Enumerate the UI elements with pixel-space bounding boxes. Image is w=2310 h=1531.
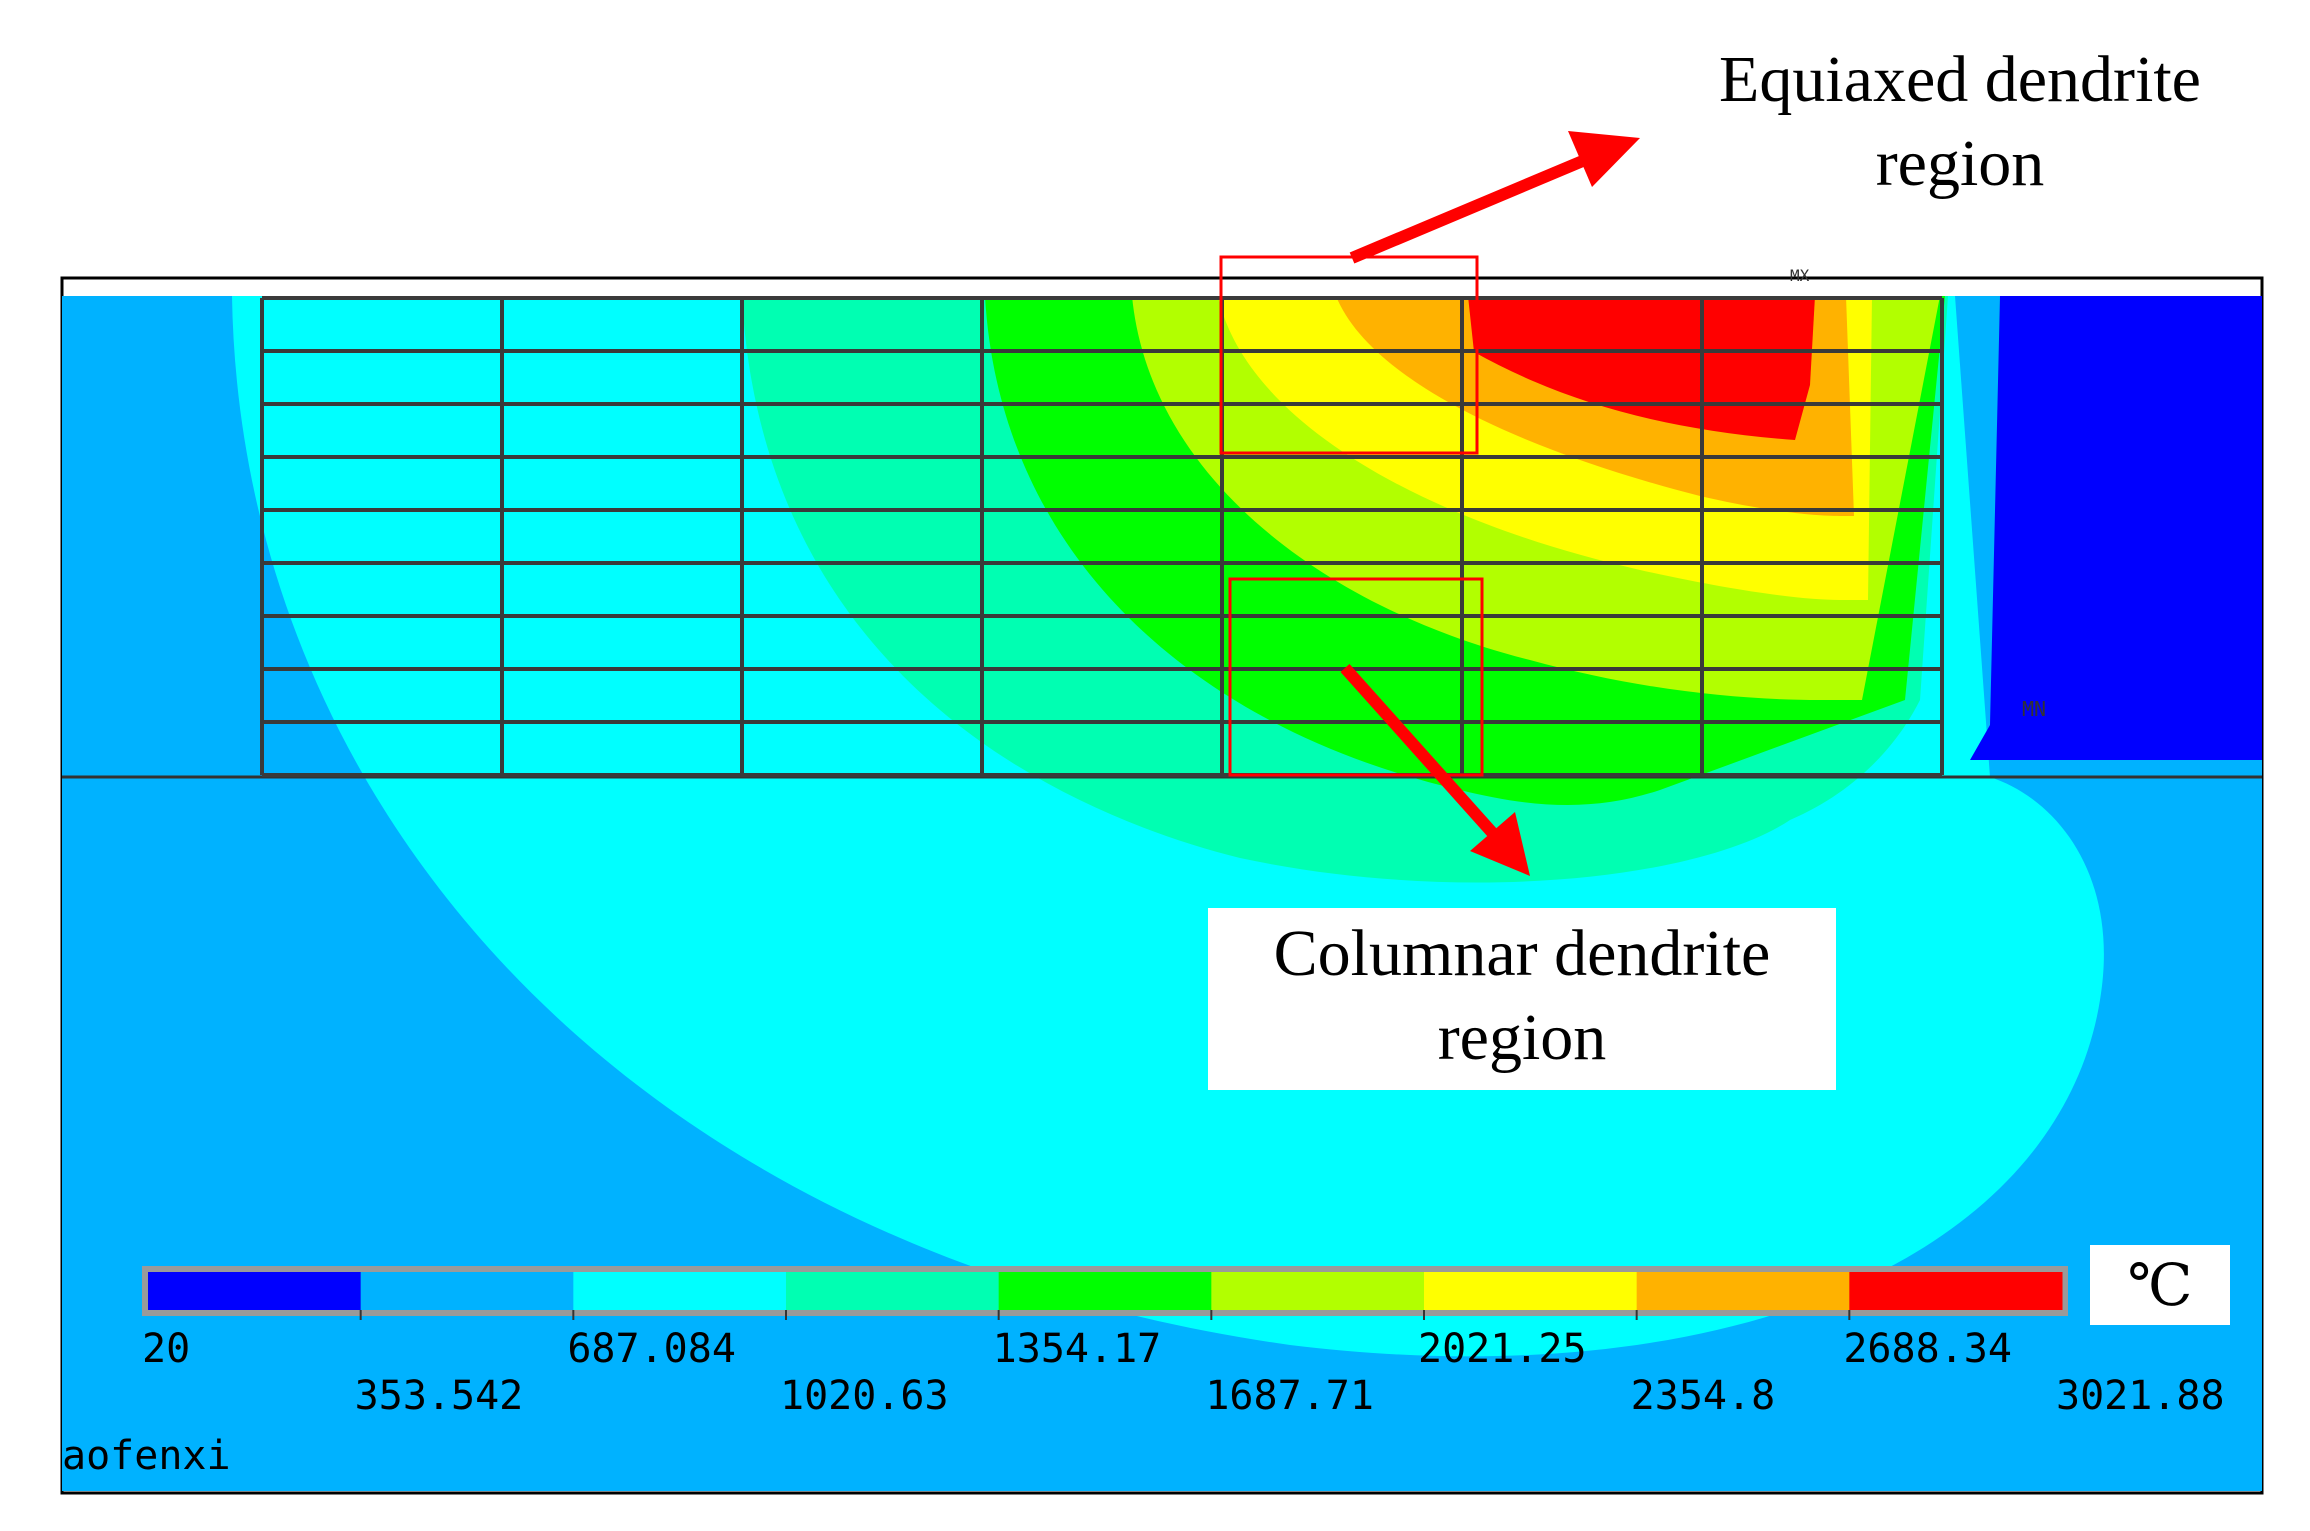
- colorbar-cell: [786, 1272, 1000, 1310]
- colorbar-tick-label: 2688.34: [1843, 1326, 2012, 1372]
- colorbar-tick-label: 1687.71: [1205, 1373, 1374, 1419]
- colorbar-tick-label: 2021.25: [1418, 1326, 1587, 1372]
- colorbar-cell: [998, 1272, 1212, 1310]
- colorbar-tick-label: 20: [142, 1326, 190, 1372]
- equiaxed-arrow: [1349, 131, 1640, 264]
- contour-band-20: [1970, 296, 2262, 760]
- colorbar-tick-label: 353.542: [355, 1373, 524, 1419]
- colorbar-tick-label: 3021.88: [2056, 1373, 2225, 1419]
- equiaxed-highlight-box: [1219, 255, 1479, 455]
- colorbar-cell: [1636, 1272, 1850, 1310]
- colorbar-cell: [360, 1272, 574, 1310]
- unit-label: ℃: [2090, 1245, 2230, 1325]
- columnar-region-label: Columnar dendrite region: [1208, 908, 1836, 1090]
- colorbar-tick-label: 2354.8: [1631, 1373, 1776, 1419]
- node-marker-mx: MX: [1790, 266, 1810, 285]
- watermark-label: aofenxi: [62, 1433, 231, 1479]
- columnar-label-line-2: region: [1437, 1001, 1607, 1074]
- colorbar-cell: [1849, 1272, 2063, 1310]
- equiaxed-label-line-1: Equiaxed dendrite: [1719, 43, 2201, 116]
- colorbar-cell: [1211, 1272, 1425, 1310]
- colorbar-tick-label: 687.084: [567, 1326, 736, 1372]
- colorbar-cell: [573, 1272, 787, 1310]
- colorbar-tick-label: 1354.17: [993, 1326, 1162, 1372]
- equiaxed-label-line-2: region: [1875, 127, 2045, 200]
- columnar-label-line-1: Columnar dendrite: [1273, 917, 1771, 990]
- columnar-highlight-box: [1228, 577, 1484, 777]
- colorbar-cell: [148, 1272, 362, 1310]
- columnar-arrow: [1340, 664, 1530, 876]
- node-marker-mn: MN: [2022, 697, 2046, 721]
- equiaxed-region-label: Equiaxed dendrite region: [1650, 38, 2270, 206]
- colorbar: 20 353.542 687.084 1020.63 1354.17 1687.71 202…: [142, 1266, 2225, 1419]
- colorbar-tick-label: 1020.63: [780, 1373, 949, 1419]
- colorbar-cell: [1424, 1272, 1638, 1310]
